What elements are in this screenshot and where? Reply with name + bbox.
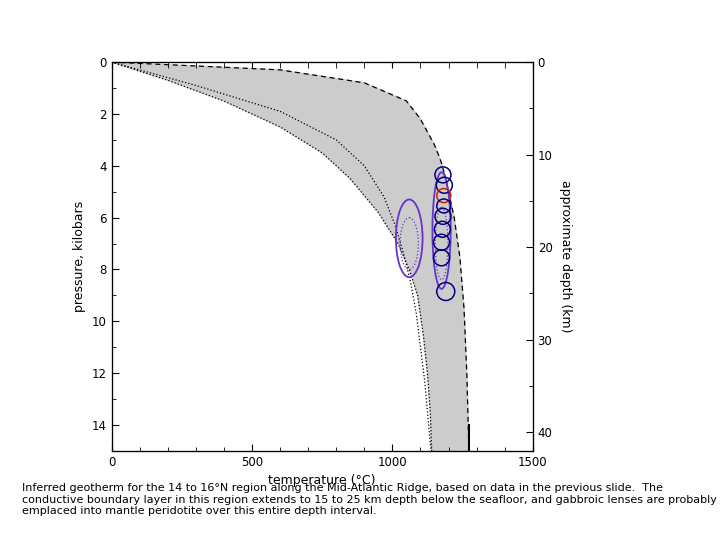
X-axis label: temperature (°C): temperature (°C)	[269, 474, 376, 487]
Y-axis label: approximate depth (km): approximate depth (km)	[559, 180, 572, 333]
Polygon shape	[112, 62, 469, 451]
Y-axis label: pressure, kilobars: pressure, kilobars	[73, 201, 86, 312]
Text: Inferred geotherm for the 14 to 16°N region along the Mid-Atlantic Ridge, based : Inferred geotherm for the 14 to 16°N reg…	[22, 483, 716, 516]
